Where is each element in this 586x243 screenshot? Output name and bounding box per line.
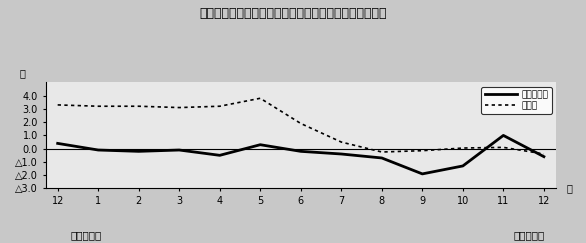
製造業 <box>54 104 61 106</box>
製造業 <box>540 153 547 156</box>
製造業 <box>257 97 264 100</box>
調査産業計 <box>338 153 345 156</box>
製造業 <box>135 105 142 108</box>
調査産業計 <box>257 143 264 146</box>
調査産業計 <box>135 150 142 153</box>
調査産業計 <box>540 155 547 158</box>
Line: 調査産業計: 調査産業計 <box>57 135 544 174</box>
製造業 <box>176 106 183 109</box>
製造業 <box>419 149 426 152</box>
製造業 <box>297 122 304 125</box>
製造業 <box>95 105 102 108</box>
調査産業計 <box>216 154 223 157</box>
Text: 平成１８年: 平成１８年 <box>70 231 101 241</box>
製造業 <box>379 151 386 154</box>
Legend: 調査産業計, 製造業: 調査産業計, 製造業 <box>481 87 551 114</box>
Text: 平成１９年: 平成１９年 <box>514 231 545 241</box>
調査産業計 <box>176 148 183 151</box>
調査産業計 <box>500 134 507 137</box>
製造業 <box>500 146 507 149</box>
調査産業計 <box>54 142 61 145</box>
調査産業計 <box>95 148 102 151</box>
調査産業計 <box>459 165 466 167</box>
調査産業計 <box>379 156 386 159</box>
Text: ％: ％ <box>19 68 25 78</box>
Text: 月: 月 <box>566 183 572 193</box>
製造業 <box>338 141 345 144</box>
調査産業計 <box>297 150 304 153</box>
製造業 <box>216 105 223 108</box>
Line: 製造業: 製造業 <box>57 98 544 154</box>
調査産業計 <box>419 173 426 175</box>
Text: 第３図　常用雇用指数対前年比の推移（規模５人以上）: 第３図 常用雇用指数対前年比の推移（規模５人以上） <box>199 7 387 20</box>
製造業 <box>459 147 466 149</box>
